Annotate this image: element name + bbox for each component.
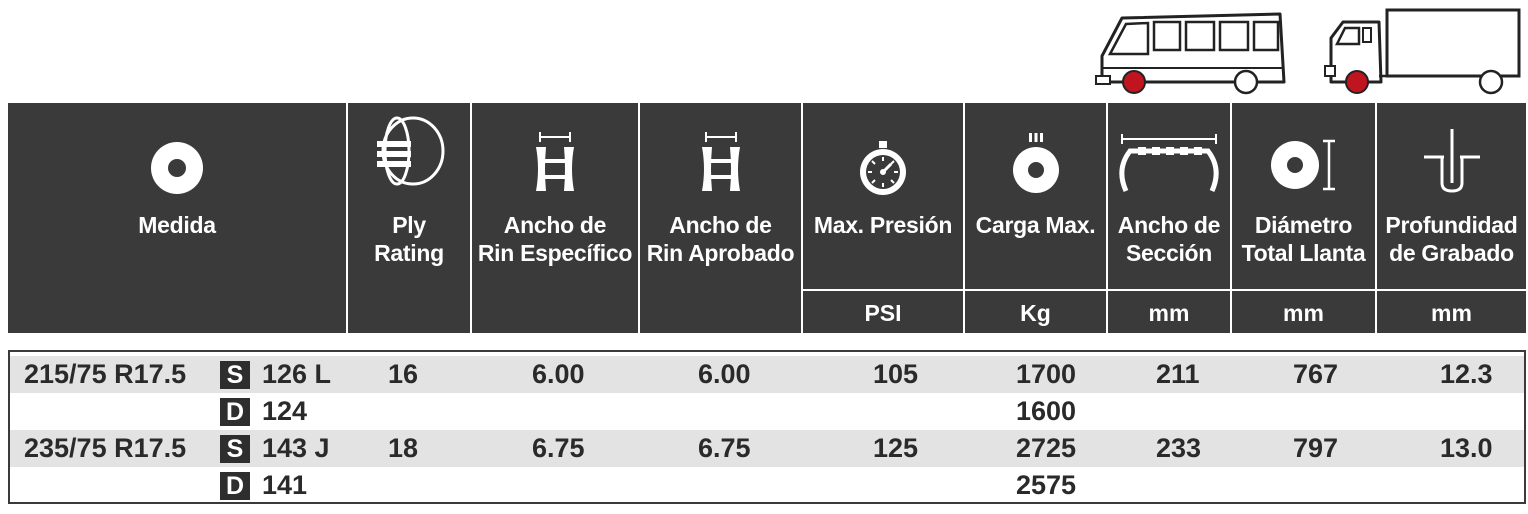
header-max-presion: Max. Presión bbox=[813, 212, 953, 238]
col-carga-max: Carga Max. Kg bbox=[963, 103, 1106, 333]
cell-medida: 215/75 R17.5 bbox=[24, 359, 187, 389]
unit-mm-diametro: mm bbox=[1283, 300, 1324, 326]
cell-load-index: 124 bbox=[262, 396, 308, 426]
table-row: 235/75 R17.5 S 143 J 18 6.75 6.75 125 27… bbox=[10, 430, 1524, 467]
rim-width-icon bbox=[536, 132, 574, 191]
header-medida: Medida bbox=[138, 212, 216, 238]
header-ancho-seccion: Ancho de Sección bbox=[1117, 212, 1221, 266]
table-row: D 141 2575 bbox=[10, 467, 1524, 504]
cell-ply: 16 bbox=[388, 359, 419, 389]
unit-kg: Kg bbox=[1020, 300, 1051, 326]
spec-table: 215/75 R17.5 S 126 L 16 6.00 6.00 105 17… bbox=[8, 350, 1526, 504]
col-max-presion: Max. Presión PSI bbox=[801, 103, 963, 333]
col-profundidad: Profundidad de Grabado mm bbox=[1375, 103, 1526, 333]
col-rin-aprobado: Ancho de Rin Aprobado bbox=[638, 103, 801, 333]
cell-diametro: 797 bbox=[1293, 433, 1339, 463]
unit-mm-profundidad: mm bbox=[1431, 300, 1472, 326]
service-badge: S bbox=[220, 361, 250, 389]
service-badge: D bbox=[220, 472, 250, 500]
van-icon bbox=[1095, 12, 1286, 95]
cell-rin-especifico: 6.75 bbox=[532, 433, 585, 463]
cell-rin-aprobado: 6.00 bbox=[698, 359, 751, 389]
truck-icon bbox=[1324, 8, 1521, 95]
cell-load-index: 126 L bbox=[262, 359, 332, 389]
ply-icon bbox=[377, 116, 445, 186]
cell-carga: 2575 bbox=[1016, 470, 1077, 500]
unit-mm-seccion: mm bbox=[1148, 300, 1190, 326]
cell-ply: 18 bbox=[388, 433, 419, 463]
table-header: Medida Ply Rating A bbox=[8, 103, 1526, 333]
cell-carga: 1600 bbox=[1016, 396, 1077, 426]
cell-profundidad: 12.3 bbox=[1440, 359, 1493, 389]
vehicle-icons bbox=[1090, 8, 1528, 100]
col-ancho-seccion: Ancho de Sección mm bbox=[1106, 103, 1230, 333]
section-width-icon bbox=[1119, 134, 1219, 193]
header-carga-max: Carga Max. bbox=[975, 212, 1096, 238]
tire-front-icon bbox=[151, 142, 203, 194]
service-badge: D bbox=[220, 398, 250, 426]
cell-load-index: 143 J bbox=[262, 433, 330, 463]
header-rin-aprobado: Ancho de Rin Aprobado bbox=[646, 212, 795, 266]
table-row: D 124 1600 bbox=[10, 393, 1524, 430]
cell-profundidad: 13.0 bbox=[1440, 433, 1493, 463]
col-ply: Ply Rating bbox=[346, 103, 470, 333]
rim-width-icon bbox=[701, 132, 740, 191]
cell-carga: 1700 bbox=[1016, 359, 1077, 389]
cell-seccion: 233 bbox=[1156, 433, 1202, 463]
cell-medida: 235/75 R17.5 bbox=[24, 433, 187, 463]
header-diametro-total: Diámetro Total Llanta bbox=[1241, 212, 1366, 266]
cell-presion: 105 bbox=[873, 359, 919, 389]
unit-psi: PSI bbox=[864, 300, 902, 326]
col-rin-especifico: Ancho de Rin Específico bbox=[470, 103, 638, 333]
cell-presion: 125 bbox=[873, 433, 919, 463]
col-diametro-total: Diámetro Total Llanta mm bbox=[1230, 103, 1375, 333]
diameter-icon bbox=[1270, 139, 1335, 191]
header-ply-rating: Ply Rating bbox=[374, 212, 444, 266]
cell-carga: 2725 bbox=[1016, 433, 1077, 463]
service-badge: S bbox=[220, 435, 250, 463]
header-rin-especifico: Ancho de Rin Específico bbox=[477, 212, 633, 266]
table-row: 215/75 R17.5 S 126 L 16 6.00 6.00 105 17… bbox=[10, 356, 1524, 393]
cell-diametro: 767 bbox=[1293, 359, 1339, 389]
tread-depth-icon bbox=[1423, 129, 1480, 193]
cell-load-index: 141 bbox=[262, 470, 308, 500]
pressure-gauge-icon bbox=[860, 141, 906, 195]
load-weight-icon bbox=[1012, 133, 1059, 193]
cell-rin-aprobado: 6.75 bbox=[698, 433, 751, 463]
cell-seccion: 211 bbox=[1156, 359, 1200, 389]
col-medida: Medida bbox=[8, 103, 346, 333]
cell-rin-especifico: 6.00 bbox=[532, 359, 585, 389]
header-profundidad: Profundidad de Grabado bbox=[1385, 212, 1518, 266]
